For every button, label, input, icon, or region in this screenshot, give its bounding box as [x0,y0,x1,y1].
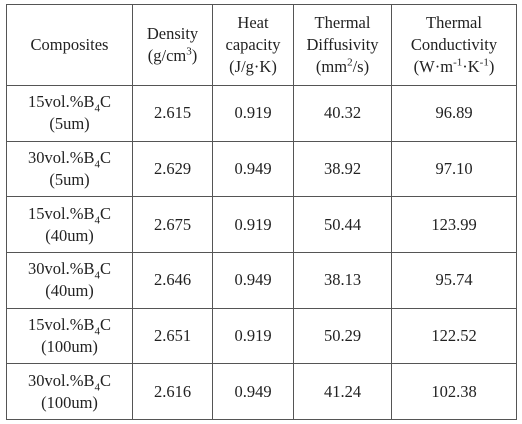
diffusivity-cell: 50.44 [293,196,392,253]
composite-cell: 15vol.%B4C (100um) [6,307,133,365]
composite-cell: 30vol.%B4C (40um) [6,251,133,309]
table-row: 15vol.%B4C (40um) 2.675 0.919 50.44 123.… [6,196,517,253]
header-thermal-diffusivity: Thermal Diffusivity (mm2/s) [293,4,392,86]
heat-capacity-cell: 0.949 [212,140,294,198]
composite-cell: 30vol.%B4C (5um) [6,140,133,198]
header-density: Density (g/cm3) [132,4,213,86]
heat-capacity-cell: 0.919 [212,307,294,365]
header-heat-capacity: Heat capacity (J/g·K) [212,4,294,86]
density-cell: 2.651 [132,307,213,365]
composite-cell: 15vol.%B4C (5um) [6,85,133,142]
table-row: 30vol.%B4C (40um) 2.646 0.949 38.13 95.7… [6,251,517,309]
conductivity-cell: 122.52 [391,307,517,365]
density-cell: 2.616 [132,363,213,420]
diffusivity-cell: 41.24 [293,363,392,420]
heat-capacity-cell: 0.919 [212,85,294,142]
header-thermal-conductivity: Thermal Conductivity (W·m-1·K-1) [391,4,517,86]
table-row: 30vol.%B4C (100um) 2.616 0.949 41.24 102… [6,363,517,420]
heat-capacity-cell: 0.949 [212,363,294,420]
diffusivity-cell: 40.32 [293,85,392,142]
density-cell: 2.646 [132,251,213,309]
conductivity-cell: 97.10 [391,140,517,198]
header-composites: Composites [6,4,133,86]
conductivity-cell: 123.99 [391,196,517,253]
composite-cell: 15vol.%B4C (40um) [6,196,133,253]
table-row: 30vol.%B4C (5um) 2.629 0.949 38.92 97.10 [6,140,517,198]
diffusivity-cell: 38.13 [293,251,392,309]
composite-cell: 30vol.%B4C (100um) [6,363,133,420]
density-cell: 2.629 [132,140,213,198]
table-row: 15vol.%B4C (100um) 2.651 0.919 50.29 122… [6,307,517,365]
conductivity-cell: 95.74 [391,251,517,309]
heat-capacity-cell: 0.919 [212,196,294,253]
diffusivity-cell: 38.92 [293,140,392,198]
conductivity-cell: 102.38 [391,363,517,420]
header-row: Composites Density (g/cm3) Heat capacity… [6,4,517,86]
density-cell: 2.675 [132,196,213,253]
table-row: 15vol.%B4C (5um) 2.615 0.919 40.32 96.89 [6,85,517,142]
conductivity-cell: 96.89 [391,85,517,142]
heat-capacity-cell: 0.949 [212,251,294,309]
composites-properties-table: Composites Density (g/cm3) Heat capacity… [6,4,517,420]
density-cell: 2.615 [132,85,213,142]
diffusivity-cell: 50.29 [293,307,392,365]
